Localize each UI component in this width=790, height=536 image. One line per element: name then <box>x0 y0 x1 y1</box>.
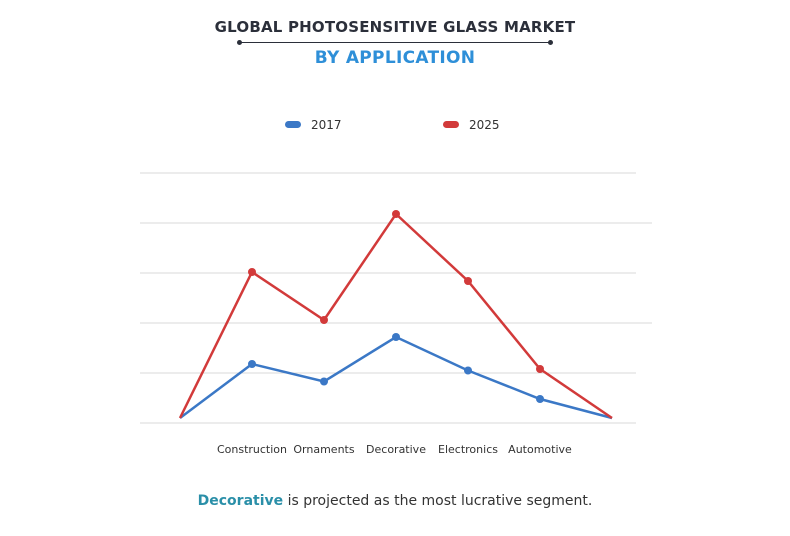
chart-title: GLOBAL PHOTOSENSITIVE GLASS MARKET <box>214 18 576 36</box>
data-point-2025 <box>392 210 400 218</box>
data-point-2017 <box>248 360 256 368</box>
title-underline <box>237 40 553 45</box>
data-point-2017 <box>464 366 472 375</box>
chart-subtitle: BY APPLICATION <box>314 48 476 68</box>
legend-swatch-2025 <box>443 121 459 128</box>
series-line-2025 <box>178 212 613 420</box>
x-tick-label: Ornaments <box>293 443 354 456</box>
data-point-2025 <box>248 268 256 276</box>
x-tick-label: Decorative <box>366 443 426 456</box>
footer-highlight: Decorative <box>197 493 284 509</box>
x-tick-label: Electronics <box>438 443 498 456</box>
data-point-2025 <box>464 277 472 285</box>
x-tick-label: Automotive <box>508 443 572 456</box>
x-tick-label: Construction <box>217 443 287 456</box>
data-point-2025 <box>536 365 544 373</box>
legend-label-2017: 2017 <box>311 118 342 132</box>
data-point-2025 <box>320 316 328 324</box>
legend-label-2025: 2025 <box>469 118 500 132</box>
data-point-2017 <box>392 333 400 341</box>
footer-caption: Decorative is projected as the most lucr… <box>0 493 790 509</box>
data-point-2017 <box>536 395 544 403</box>
data-point-2017 <box>320 377 328 386</box>
footer-text: is projected as the most lucrative segme… <box>283 493 593 509</box>
series-line-2017 <box>179 335 613 420</box>
legend-swatch-2017 <box>285 121 301 128</box>
